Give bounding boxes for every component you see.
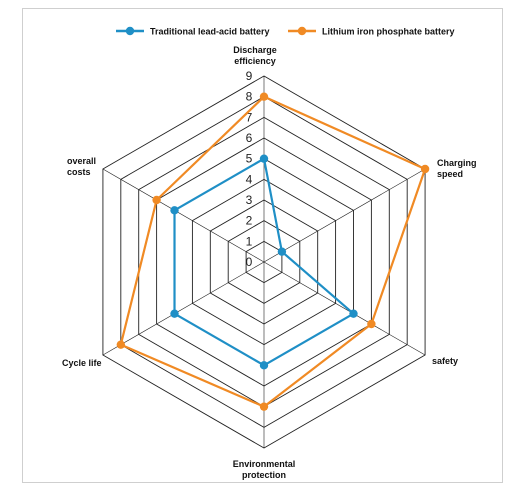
legend-label-0: Traditional lead-acid battery [150,27,270,37]
series-0-point-1 [277,247,287,256]
spoke-5 [102,168,265,263]
series-0-point-5 [170,206,179,215]
tick-labels: 0 1 2 3 4 5 6 7 8 9 [246,69,253,269]
axis-label-5: overall costs [67,156,96,177]
series-1-point-3 [259,402,269,411]
axis-label-4: Cycle life [62,358,102,368]
tick-label: 6 [246,131,253,145]
legend-marker-0 [125,26,135,36]
radar-spokes [102,76,426,448]
legend-label-1: Lithium iron phosphate battery [322,27,455,37]
axis-label-2: safety [432,356,458,366]
axis-labels: Discharge efficiency Charging speed safety En… [62,45,477,480]
series-0-point-0 [259,154,269,163]
axis-label-1: Charging speed [437,158,477,179]
legend-marker-1 [297,26,307,36]
tick-label: 2 [246,214,253,228]
series-1-point-1 [420,164,430,174]
spoke-2 [263,261,426,356]
tick-label: 5 [246,152,253,166]
series-0-point-4 [170,309,179,318]
series-1-point-5 [152,195,161,205]
tick-label: 0 [246,255,253,269]
tick-label: 4 [246,172,253,186]
legend: Traditional lead-acid battery Lithium iro… [116,27,455,37]
tick-label: 3 [246,193,253,207]
tick-label: 7 [246,110,253,124]
spoke-1 [263,168,426,263]
tick-label: 8 [246,90,253,104]
tick-label: 9 [246,69,253,83]
series-1-point-4 [116,340,126,349]
axis-label-0: Discharge efficiency [233,45,277,66]
series-1-point-2 [367,319,376,329]
tick-label: 1 [246,234,253,248]
series-0-point-3 [259,361,269,370]
series-0-point-2 [349,309,358,318]
series-layer [116,92,430,411]
axis-label-3: Environmental protection [233,459,296,480]
spoke-4 [102,261,265,356]
series-1-point-0 [259,92,269,101]
